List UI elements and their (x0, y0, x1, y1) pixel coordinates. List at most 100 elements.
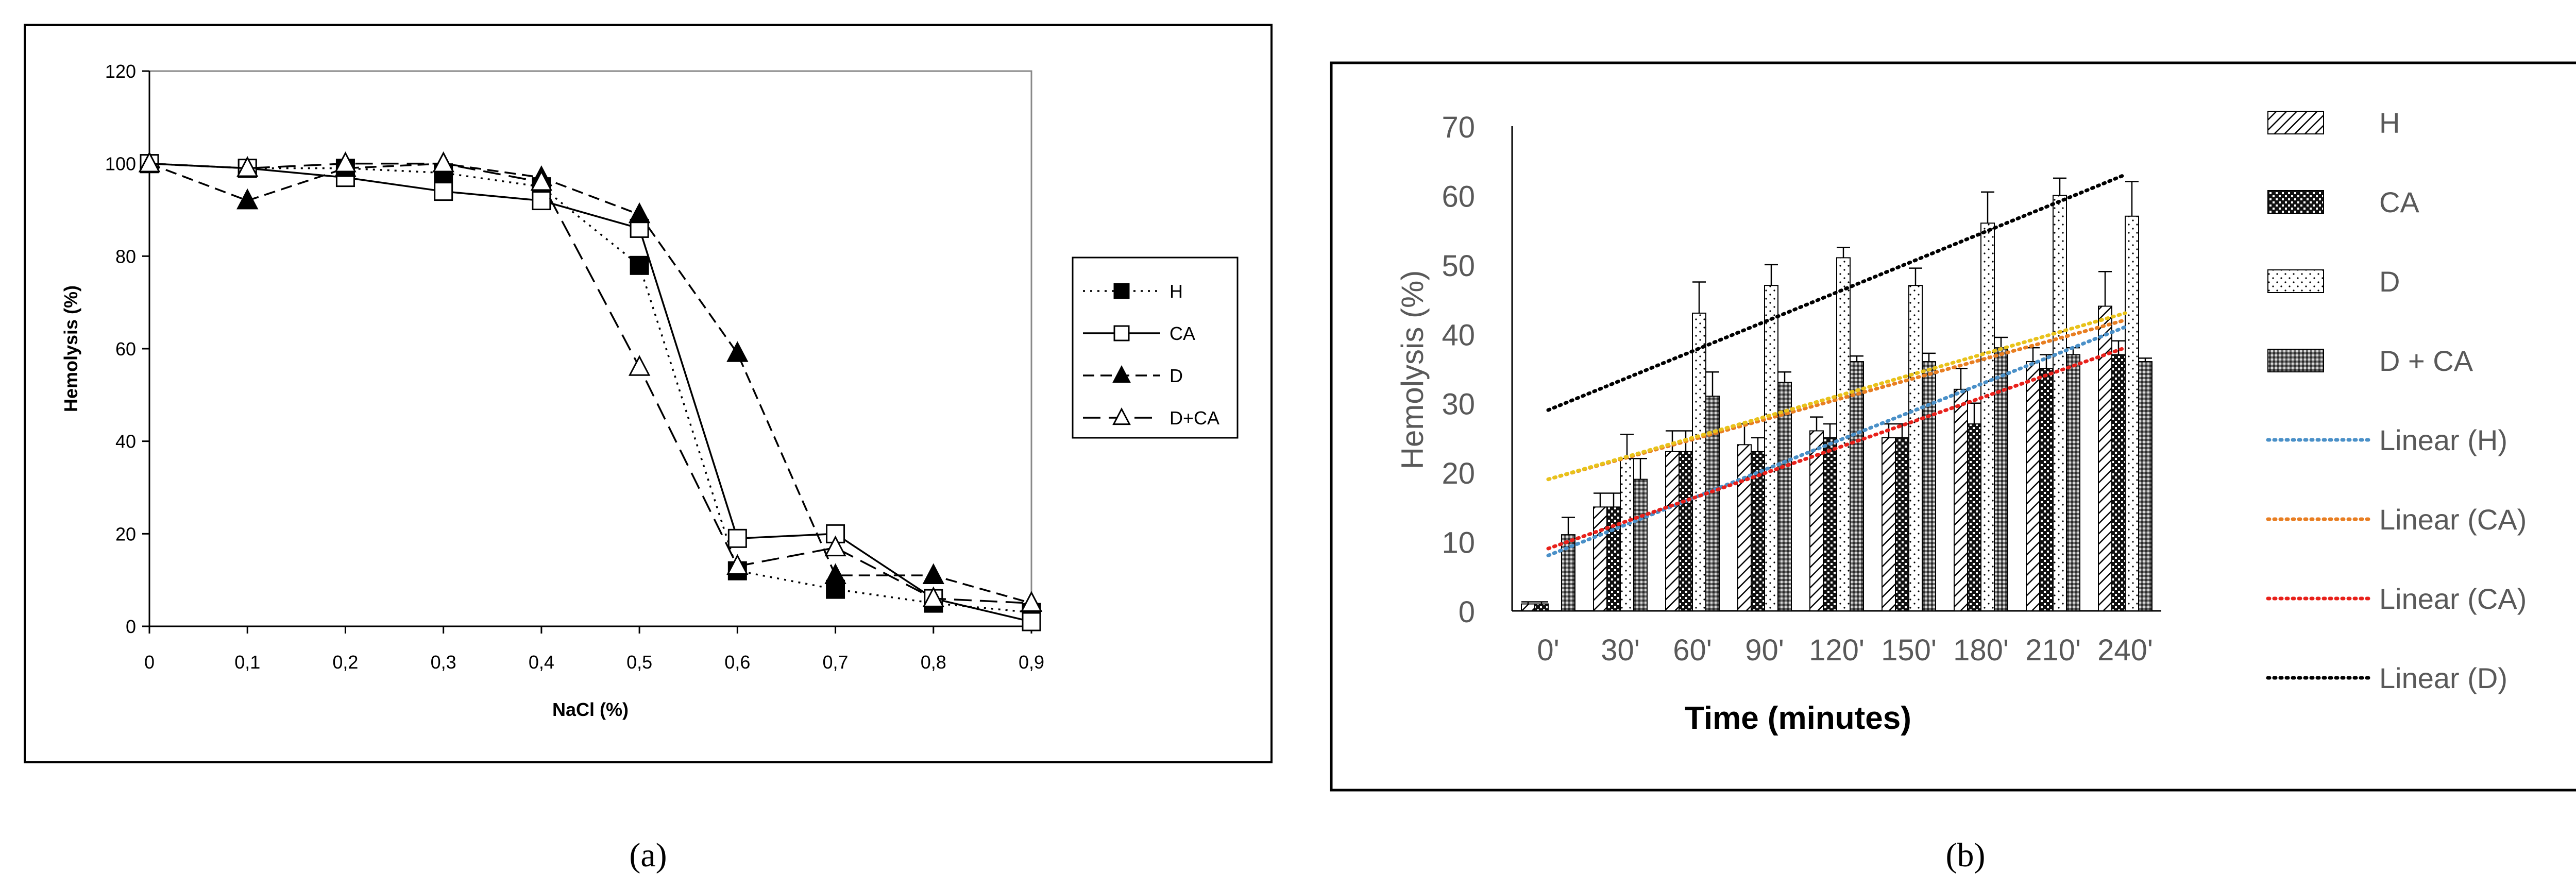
panel-a-x-tick-label: 0,8 (921, 652, 946, 673)
bar-ca (2039, 368, 2054, 611)
bar-d (2053, 195, 2067, 611)
legend-item-ca: CA (1083, 323, 1195, 344)
bar-ca (2111, 354, 2126, 611)
bar-h (2026, 361, 2040, 611)
data-point-ca (1022, 612, 1041, 631)
bar-d (1692, 312, 1706, 611)
data-point-d-ca (334, 151, 357, 173)
legend-label: Linear (CA) (2379, 583, 2527, 615)
panel-b-x-tick-label: 180' (1953, 634, 2009, 667)
panel-a-y-tick-label: 60 (115, 338, 136, 360)
panel-a-y-ticks: 0 20 40 60 80 100 120 (105, 61, 149, 637)
panel-a-y-tick-label: 40 (115, 431, 136, 452)
legend-label: H (1170, 281, 1183, 302)
panel-b-x-ticks: 0' 30' 60' 90' 120' 150' 180' 210' 240' (1537, 634, 2153, 667)
bar-h (1737, 444, 1752, 611)
legend-item-d: D (2267, 265, 2400, 298)
panel-b-y-tick-label: 20 (1442, 457, 1475, 490)
panel-b-y-tick-label: 70 (1442, 111, 1475, 144)
bar-ca (1534, 603, 1549, 611)
data-point-d (236, 188, 259, 210)
panel-b-y-tick-label: 50 (1442, 249, 1475, 283)
data-point-d (922, 563, 944, 584)
panel-a-y-tick-label: 120 (105, 61, 136, 82)
legend-item-linear-ca: Linear (CA) (2266, 583, 2527, 615)
panel-a-y-tick-label: 20 (115, 523, 136, 544)
series-d (1620, 177, 2139, 611)
panel-b-legend: H CA D D + CA Linear (H) Linear (CA) Linear (C… (2266, 107, 2527, 694)
panel-a-caption: (a) (629, 836, 667, 874)
data-point-d-ca (138, 151, 161, 173)
panel-b-x-tick-label: 90' (1745, 634, 1784, 667)
legend-label: Linear (D) (2379, 662, 2507, 694)
data-point-d-ca (1020, 591, 1043, 612)
series-line-d (149, 162, 1032, 604)
data-point-ca (727, 528, 747, 548)
data-point-d-ca (628, 355, 651, 376)
panel-b-y-label: Hemolysis (%) (1395, 270, 1430, 470)
trendline-linear-h (1546, 325, 2127, 557)
legend-item-ca: CA (2267, 186, 2419, 218)
bar-d-ca (2066, 354, 2080, 611)
bar-d-ca (1994, 347, 2008, 612)
bar-h (1593, 506, 1607, 611)
series-d-ca (1561, 336, 2153, 612)
data-point-d (726, 341, 749, 362)
panel-b: 0 10 20 30 40 50 60 70 0' 30' 60' 90' 120' 150' 180' 2… (1330, 61, 2576, 874)
bar-ca (1679, 451, 1693, 611)
legend-label: D+CA (1170, 407, 1219, 429)
bar-d-ca (1850, 361, 1864, 611)
panel-a-legend-box (1072, 257, 1239, 439)
data-point-d-ca (236, 156, 259, 177)
legend-label: CA (1170, 323, 1195, 344)
legend-swatch (2267, 111, 2324, 134)
panel-a-x-tick-label: 0,2 (332, 652, 358, 673)
panel-a-x-tick-label: 0,3 (431, 652, 456, 673)
bar-h (1954, 388, 1968, 611)
bar-d (1620, 458, 1634, 611)
panel-b-y-tick-label: 40 (1442, 318, 1475, 352)
bar-d (1908, 285, 1923, 611)
data-point-d-ca (726, 554, 749, 575)
bar-d-ca (2138, 361, 2153, 611)
data-point-d (824, 563, 846, 584)
panel-a-plot-area (148, 70, 1032, 627)
series-line-d-ca (149, 162, 1032, 604)
data-point-ca (434, 182, 453, 201)
bar-d-ca (1777, 382, 1792, 612)
legend-label: H (2379, 107, 2400, 139)
panel-a: 0 20 40 60 80 100 120 0 0,1 0,2 0,3 0,4 0,5 0,6 0,7 0,… (24, 24, 1273, 874)
bar-d (1764, 285, 1778, 611)
panel-b-x-label: Time (minutes) (1685, 700, 1911, 736)
panel-a-x-label: NaCl (%) (552, 699, 629, 720)
panel-b-y-tick-label: 60 (1442, 180, 1475, 213)
legend-swatch (2267, 349, 2324, 372)
bar-h (1665, 451, 1680, 611)
legend-swatch (2267, 269, 2324, 293)
trendline-linear-d (1546, 173, 2127, 412)
panel-a-y-tick-label: 100 (105, 153, 136, 175)
legend-marker (1113, 283, 1130, 299)
legend-label: CA (2379, 186, 2419, 218)
bar-ca (1823, 437, 1837, 612)
legend-label: Linear (CA) (2379, 503, 2527, 536)
panel-b-y-tick-label: 30 (1442, 388, 1475, 421)
trendline-linear-ca (1546, 346, 2127, 551)
legend-item-linear-ca: Linear (CA) (2266, 503, 2527, 536)
panel-a-series (138, 151, 1043, 631)
bar-ca (1895, 437, 1909, 612)
panel-a-legend: H CA D D+CA (1072, 257, 1239, 439)
panel-b-x-tick-label: 30' (1601, 634, 1640, 667)
legend-item-h: H (1083, 281, 1183, 302)
legend-swatch (2267, 190, 2324, 214)
panel-b-x-tick-label: 60' (1673, 634, 1712, 667)
series-line-h (149, 162, 1032, 613)
data-point-d-ca (432, 151, 454, 173)
data-point-d-ca (922, 586, 944, 607)
panel-a-x-ticks: 0 0,1 0,2 0,3 0,4 0,5 0,6 0,7 0,8 0,9 (144, 626, 1044, 673)
panel-b-trendlines (1546, 173, 2127, 557)
data-point-ca (532, 191, 551, 211)
legend-label: D (1170, 365, 1183, 386)
panel-a-x-tick-label: 0,5 (626, 652, 652, 673)
